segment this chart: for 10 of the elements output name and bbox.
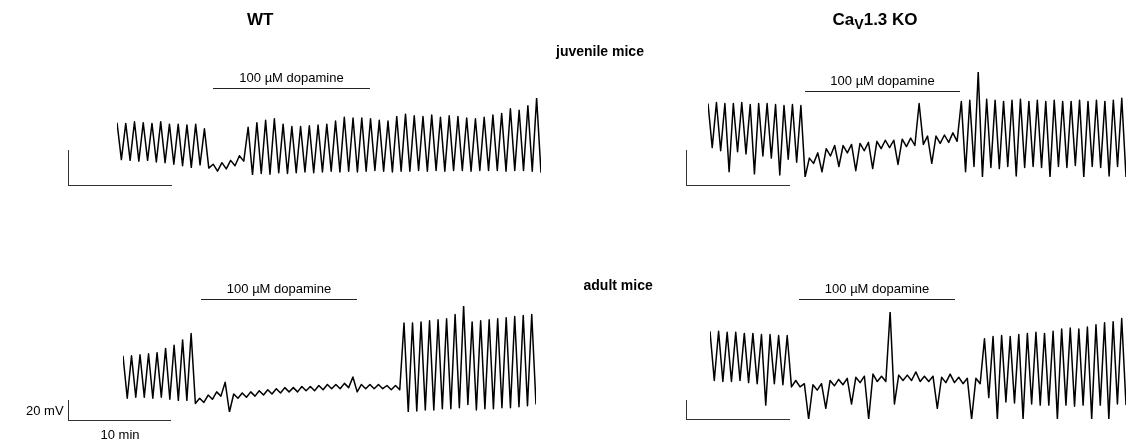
text: 20 mV	[26, 403, 64, 418]
annotation: 100 µM dopamine	[829, 73, 936, 88]
text: 100 µM dopamine	[238, 70, 345, 85]
text: 100 µM dopamine	[225, 281, 333, 296]
chart-title: WT	[247, 10, 274, 30]
text: 100 µM dopamine	[823, 281, 931, 296]
text: adult mice	[583, 277, 653, 293]
chart-title: Ca$_{V}$1.3 KO	[832, 10, 918, 33]
text: 10 min	[100, 427, 140, 442]
text: juvenile mice	[556, 43, 644, 59]
